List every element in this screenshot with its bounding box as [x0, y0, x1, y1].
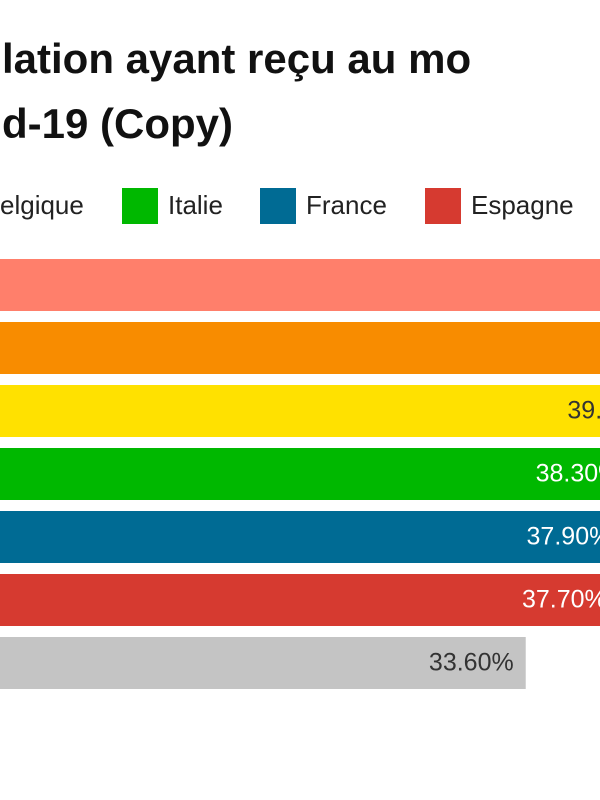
- legend-label: France: [306, 190, 387, 220]
- legend-swatch: [260, 188, 296, 224]
- legend-swatch: [122, 188, 158, 224]
- bar: [0, 259, 600, 311]
- bar: [0, 637, 526, 689]
- bar: [0, 322, 600, 374]
- bar: [0, 385, 600, 437]
- legend-label: elgique: [0, 190, 84, 220]
- value-label: 38.30%: [536, 460, 600, 488]
- value-label: 33.60%: [429, 649, 514, 677]
- chart-title: d-19 (Copy): [2, 100, 233, 147]
- bar: [0, 511, 600, 563]
- bar: [0, 448, 600, 500]
- bar: [0, 574, 600, 626]
- legend-swatch: [425, 188, 461, 224]
- value-label: 39.70%: [567, 397, 600, 425]
- legend-label: Espagne: [471, 190, 574, 220]
- legend-label: Italie: [168, 190, 223, 220]
- value-label: 37.70%: [522, 586, 600, 614]
- chart-title: lation ayant reçu au mo: [2, 35, 471, 82]
- value-label: 37.90%: [527, 523, 600, 551]
